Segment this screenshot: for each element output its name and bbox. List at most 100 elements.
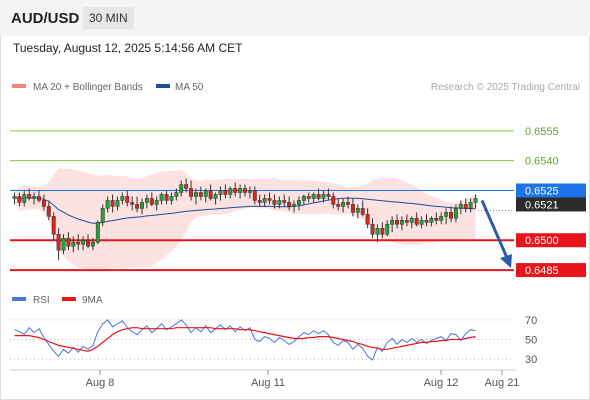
candle-body — [140, 202, 144, 209]
candle-body — [434, 218, 439, 221]
level-label-0.6555: 0.6555 — [525, 126, 559, 138]
candle-body — [296, 200, 301, 205]
candle-body — [243, 188, 247, 193]
candle-body — [159, 194, 164, 201]
candle-body — [135, 204, 140, 209]
projection-arrow-head — [500, 254, 512, 269]
legend-label-9ma: 9MA — [82, 295, 103, 306]
candle-body — [203, 190, 208, 197]
candle-body — [149, 198, 154, 205]
candle-body — [247, 190, 252, 193]
x-tick-label: Aug 12 — [424, 377, 459, 389]
candle-body — [282, 200, 287, 203]
candle-body — [46, 206, 51, 217]
oscillator-legend: RSI 9MA — [12, 295, 103, 306]
candle-body — [257, 200, 262, 203]
candle-body — [355, 208, 360, 213]
level-label-0.6485: 0.6485 — [525, 265, 559, 277]
watermark: Research © 2025 Trading Central — [431, 82, 580, 93]
legend-label-ma50: MA 50 — [175, 82, 204, 93]
candle-body — [198, 192, 203, 197]
bollinger-bands — [14, 168, 476, 272]
candle-body — [380, 228, 385, 235]
candle-body — [326, 194, 331, 197]
candle-body — [321, 194, 326, 199]
candle-body — [184, 184, 189, 189]
interval-badge[interactable]: 30 MIN — [83, 7, 134, 29]
ma50-line — [14, 196, 476, 224]
candle-body — [395, 220, 400, 225]
candle-body — [130, 202, 135, 205]
candle-body — [22, 194, 27, 203]
candle-body — [439, 216, 444, 221]
legend-swatch-rsi — [12, 297, 26, 301]
candle-body — [360, 208, 365, 215]
candle-body — [453, 208, 458, 219]
x-axis: Aug 8 Aug 11 Aug 12 Aug 21 — [10, 369, 520, 389]
candle-body — [193, 192, 198, 197]
candle-body — [174, 192, 179, 197]
candle-body — [272, 200, 277, 205]
candle-body — [414, 218, 419, 225]
osc-line-9ma — [14, 327, 476, 352]
candle-body — [208, 190, 213, 199]
level-label-bg-0.6485 — [516, 263, 586, 278]
candle-body — [90, 241, 95, 247]
candle-body — [105, 200, 110, 209]
projection-arrow — [480, 199, 512, 269]
candle-body — [390, 220, 395, 225]
projection-arrow-shaft — [480, 199, 510, 261]
candle-body — [238, 188, 243, 193]
candle-body — [218, 190, 223, 195]
candle-body — [223, 190, 228, 195]
candle-body — [100, 208, 105, 223]
candle-body — [277, 200, 282, 205]
candle-body — [262, 198, 267, 203]
osc-tick-30: 30 — [525, 354, 537, 366]
candle-body — [346, 202, 350, 205]
osc-line-rsi — [14, 319, 476, 361]
candle-body — [449, 212, 453, 219]
legend-label-rsi: RSI — [33, 295, 50, 306]
legend-swatch-9ma — [62, 297, 76, 301]
candle-body — [336, 204, 341, 207]
candle-body — [375, 228, 380, 235]
candle-body — [424, 220, 429, 223]
candle-body — [463, 204, 468, 209]
osc-tick-50: 50 — [525, 335, 537, 347]
candle-body — [331, 196, 336, 205]
candle-body — [115, 200, 120, 207]
level-label-0.6500: 0.6500 — [525, 235, 559, 247]
candle-body — [179, 184, 184, 193]
candle-body — [267, 198, 272, 201]
candle-body — [125, 196, 130, 203]
candle-body — [86, 239, 90, 247]
candle-body — [228, 188, 233, 195]
candle-body — [81, 239, 86, 245]
level-label-0.6540: 0.6540 — [525, 156, 559, 168]
candle-body — [429, 218, 434, 223]
candle-body — [144, 198, 149, 203]
candle-body — [41, 200, 46, 207]
x-tick-label: Aug 11 — [251, 377, 285, 389]
legend-label-ma20: MA 20 + Bollinger Bands — [33, 82, 143, 93]
x-tick-label: Aug 21 — [485, 377, 520, 389]
candle-body — [370, 224, 375, 235]
candle-body — [12, 196, 17, 199]
candle-body — [409, 218, 414, 223]
candle-body — [287, 202, 292, 207]
candle-body — [292, 204, 297, 207]
candle-body — [316, 194, 321, 199]
candle-body — [350, 204, 355, 213]
candlesticks — [12, 178, 478, 261]
support-resistance-levels — [10, 130, 514, 272]
legend-swatch-ma50 — [156, 84, 170, 88]
candle-body — [213, 194, 218, 199]
osc-tick-70: 70 — [525, 315, 537, 327]
candle-body — [385, 224, 390, 235]
candle-body — [311, 194, 316, 199]
candle-body — [110, 200, 115, 207]
level-label-bg-0.6525 — [516, 183, 586, 198]
level-label-bg-0.6500 — [516, 233, 586, 248]
